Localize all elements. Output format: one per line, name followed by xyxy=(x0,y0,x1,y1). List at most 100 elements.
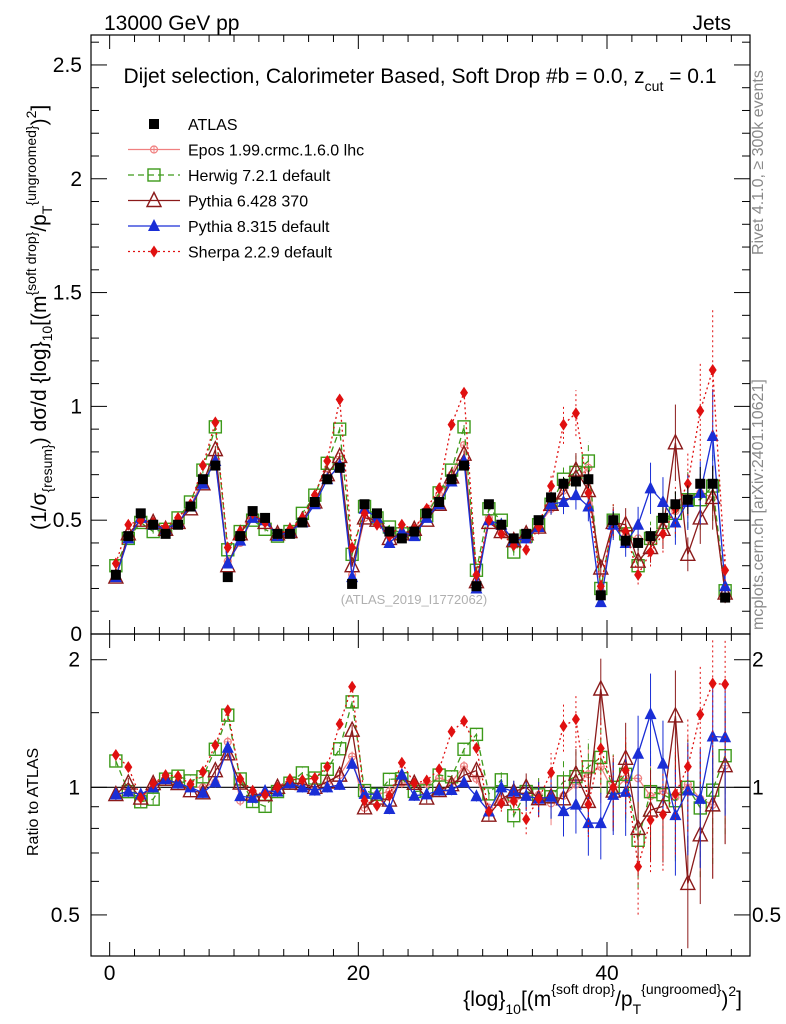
y-tick-label-ratio: 0.5 xyxy=(51,904,80,927)
series-point-ratio xyxy=(345,695,359,709)
y-tick-label-main: 1 xyxy=(70,395,82,418)
series-point-main xyxy=(211,416,220,429)
series-point-ratio xyxy=(534,792,543,805)
series-point-main xyxy=(111,557,120,570)
series-point-ratio xyxy=(592,679,609,696)
data-point xyxy=(682,494,693,505)
series-point-ratio xyxy=(296,780,309,793)
series-point-ratio xyxy=(298,773,307,786)
series-point-ratio xyxy=(569,797,582,810)
series-point-ratio xyxy=(149,777,158,790)
series-point-ratio xyxy=(323,760,332,773)
series-point-ratio xyxy=(495,780,508,793)
series-point-ratio xyxy=(582,816,595,829)
series-point-main xyxy=(397,518,406,531)
data-point xyxy=(546,492,557,503)
series-point-ratio xyxy=(408,788,421,801)
data-point xyxy=(272,528,283,539)
series-point-ratio xyxy=(679,873,696,891)
series-point-main xyxy=(472,568,481,581)
series-point-ratio xyxy=(646,814,655,827)
series-point-ratio xyxy=(221,740,234,753)
series-point-ratio xyxy=(522,813,531,826)
y-tick-label-main: 0.5 xyxy=(53,509,82,532)
series-point-ratio xyxy=(348,680,357,693)
series-point-main xyxy=(669,515,682,528)
series-point-ratio xyxy=(356,798,373,815)
data-point xyxy=(446,474,457,485)
series-point-ratio xyxy=(343,720,361,737)
series-point-main xyxy=(223,541,232,554)
data-point xyxy=(371,508,382,519)
series-point-ratio xyxy=(358,786,371,799)
y-tick-label-ratio-right: 2 xyxy=(752,649,764,672)
series-point-ratio xyxy=(484,805,493,818)
series-point-ratio xyxy=(621,764,630,777)
series-line-ratio xyxy=(115,682,726,867)
series-point-ratio xyxy=(410,777,419,790)
data-point xyxy=(570,476,581,487)
series-point-main xyxy=(435,482,444,495)
series-point-ratio xyxy=(470,789,483,802)
data-point xyxy=(483,499,494,510)
legend-marker xyxy=(149,145,159,154)
series-point-ratio xyxy=(196,785,209,798)
series-point-main xyxy=(484,514,493,527)
y-axis-label-ratio: Ratio to ATLAS xyxy=(25,748,42,856)
series-point-ratio xyxy=(547,766,556,779)
data-point xyxy=(409,526,420,537)
series-point-ratio xyxy=(246,790,259,803)
series-point-ratio xyxy=(458,775,471,788)
x-axis-label: {log}10[(m{soft drop}/pT{ungroomed})2] xyxy=(463,981,742,1017)
series-point-main xyxy=(348,541,357,554)
series-point-main xyxy=(360,507,369,520)
legend-label: Sherpa 2.2.9 default xyxy=(188,245,333,262)
series-point-ratio xyxy=(619,784,632,797)
series-point-ratio xyxy=(671,787,680,800)
series-point-main xyxy=(522,543,531,556)
series-point-ratio xyxy=(457,742,471,756)
series-point-ratio xyxy=(383,802,396,815)
y-tick-label-ratio-right: 0.5 xyxy=(752,904,781,927)
data-point xyxy=(645,531,656,542)
legend-label: Pythia 8.315 default xyxy=(188,219,330,236)
data-point xyxy=(521,528,532,539)
series-point-ratio xyxy=(469,727,484,742)
series-point-ratio xyxy=(219,744,236,761)
series-point-main xyxy=(656,494,669,507)
series-point-ratio xyxy=(422,774,431,787)
data-point xyxy=(496,519,507,530)
legend-marker xyxy=(148,219,160,231)
y-tick-label-ratio: 2 xyxy=(68,649,80,672)
series-point-ratio xyxy=(431,780,448,798)
series-point-ratio xyxy=(460,715,469,728)
series-point-ratio xyxy=(559,720,568,733)
y-tick-label-ratio: 1 xyxy=(68,776,80,799)
series-point-ratio xyxy=(634,860,643,873)
series-point-main xyxy=(323,455,332,468)
data-point xyxy=(695,478,706,489)
series-point-main xyxy=(629,551,647,568)
series-0 xyxy=(111,440,730,879)
data-point xyxy=(459,460,470,471)
series-point-ratio xyxy=(198,765,207,778)
series-point-ratio xyxy=(186,778,195,791)
data-point xyxy=(434,496,445,507)
data-point xyxy=(235,531,246,542)
series-point-ratio xyxy=(667,706,684,723)
series-point-main xyxy=(497,527,506,540)
y-tick-label-ratio-right: 1 xyxy=(752,776,764,799)
series-point-main xyxy=(557,494,570,507)
series-point-ratio xyxy=(372,799,381,812)
series-point-main xyxy=(708,363,717,376)
data-point xyxy=(185,501,196,512)
series-point-ratio xyxy=(420,787,433,800)
legend-label: Epos 1.99.crmc.1.6.0 lhc xyxy=(188,143,364,160)
data-series xyxy=(110,460,731,603)
series-point-ratio xyxy=(507,809,521,823)
data-point xyxy=(210,460,221,471)
series-point-ratio xyxy=(223,704,232,717)
data-point xyxy=(608,515,619,526)
y-tick-label-main: 1.5 xyxy=(53,282,82,305)
